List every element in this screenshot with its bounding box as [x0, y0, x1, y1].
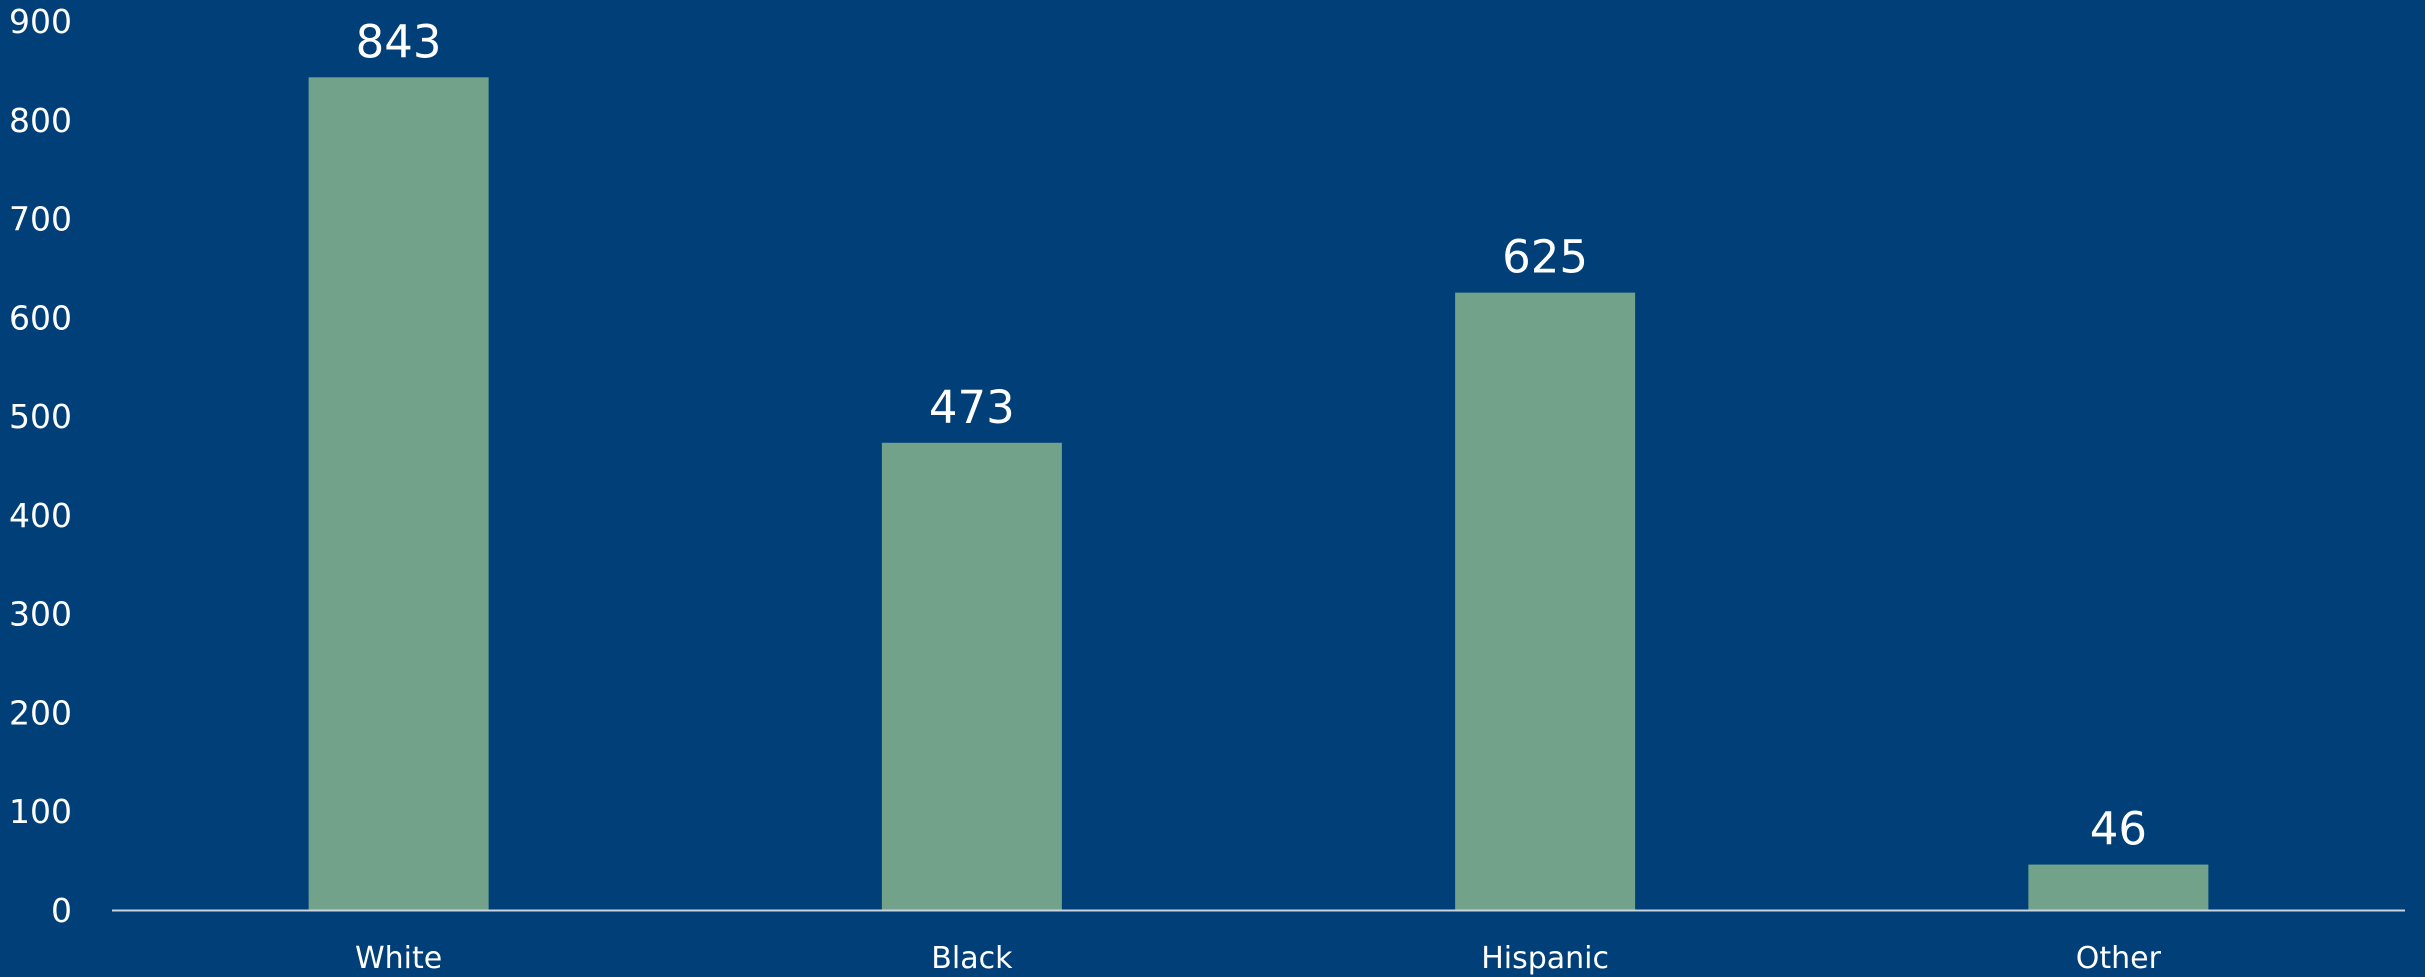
y-tick-label: 0: [51, 891, 72, 930]
y-tick-label: 100: [9, 792, 72, 831]
bar-value-label: 843: [356, 15, 442, 68]
y-axis-tick-labels: 0 100 200 300 400 500 600 700 800 900: [9, 2, 72, 930]
bar-value-labels: 843 473 625 46: [356, 15, 2147, 855]
bar-white: [308, 77, 489, 910]
bar-value-label: 625: [1502, 231, 1588, 284]
y-tick-label: 200: [9, 693, 72, 732]
bar-black: [881, 442, 1062, 910]
category-label: Other: [2076, 941, 2162, 976]
bar-hispanic: [1455, 292, 1636, 910]
y-tick-label: 800: [9, 101, 72, 140]
bars: [308, 77, 2209, 910]
x-axis-category-labels: White Black Hispanic Other: [355, 941, 2162, 976]
category-label: Black: [931, 941, 1013, 976]
category-label: Hispanic: [1481, 941, 1609, 976]
y-tick-label: 500: [9, 397, 72, 436]
y-tick-label: 400: [9, 496, 72, 535]
bar-other: [2028, 864, 2209, 910]
category-label: White: [355, 941, 442, 976]
y-tick-label: 300: [9, 595, 72, 634]
y-tick-label: 900: [9, 2, 72, 41]
bar-value-label: 46: [2090, 803, 2147, 856]
y-tick-label: 700: [9, 200, 72, 239]
bar-value-label: 473: [929, 381, 1015, 434]
y-tick-label: 600: [9, 298, 72, 337]
